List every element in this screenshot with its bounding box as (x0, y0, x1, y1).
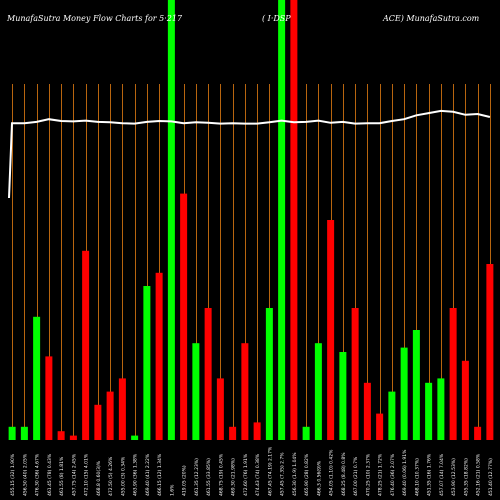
x-tick-label: 468.75 (19) 0.45% (218, 453, 224, 496)
money-flow-bar-8 (94, 404, 102, 440)
money-flow-bar-39 (474, 426, 482, 440)
money-flow-bar-38 (461, 360, 469, 440)
money-flow-bar-17 (204, 308, 212, 440)
x-tick-label: 476.40 (36) 2.07% (390, 453, 396, 496)
x-tick-label: 457.45 (7.35) 2.7% (280, 452, 286, 496)
x-tick-label: 469.40 (0.06) 1.91% (402, 449, 408, 496)
x-tick-label: 451.40 (12.77%) (488, 458, 494, 496)
x-tick-label: 465.90 (28) 0.82% (304, 453, 310, 496)
money-flow-bar-7 (82, 250, 90, 440)
money-flow-bar-24 (290, 0, 298, 440)
x-tick-label: 461.55 (8) 1.81% (59, 456, 65, 496)
x-tick-label: 455.00 (3) 0.34% (120, 456, 126, 496)
money-flow-bar-19 (229, 426, 237, 440)
x-tick-label: 466.3 0.56(9)% (316, 460, 322, 496)
money-flow-bar-16 (192, 343, 200, 440)
x-tick-label: 470.25 (10) 2.37% (365, 453, 371, 496)
money-flow-bar-11 (131, 435, 139, 440)
money-flow-bar-1 (8, 426, 16, 440)
x-tick-label: 472.10 (15) 4.01% (84, 453, 90, 496)
x-tick-label: 478.25 (21) 1.72% (378, 453, 384, 496)
money-flow-bar-21 (253, 422, 261, 440)
money-flow-bar-20 (241, 343, 249, 440)
money-flow-bar-6 (69, 435, 77, 440)
money-flow-bar-10 (118, 378, 126, 440)
x-axis-labels: 455.15 (32) 1.90% 456.50 (40) 2.05% 476.30… (10, 446, 494, 496)
money-flow-bar-31 (376, 413, 384, 440)
x-tick-label: 466.15 (12) 1.34% (157, 453, 163, 496)
x-tick-label: 461.35 (12.23%) (194, 458, 200, 496)
x-tick-label: 469.30 (21.98%) (231, 458, 237, 496)
x-tick-label: 463.90 (36) 1.38% (133, 453, 139, 496)
x-tick-label: 419.05 (20%) (182, 465, 188, 496)
x-tick-label: 472.60 (76) 1.91% (243, 453, 249, 496)
x-tick-label: 457.75 (14) 2.45% (71, 453, 77, 496)
chart-title-left: MunafaSutra Money Flow Charts for 5·217 (7, 14, 183, 23)
money-flow-bar-15 (180, 193, 188, 440)
money-flow-bar-34 (412, 330, 420, 440)
money-flow-bar-36 (437, 378, 445, 440)
x-tick-label: 472.50 (5) 4.26% (108, 456, 114, 496)
x-tick-label: 467.00 (21) 0.7% (353, 456, 359, 496)
money-flow-bar-23 (278, 0, 286, 440)
money-flow-bar-14 (167, 0, 175, 440)
money-flow-bar-28 (339, 352, 347, 440)
chart-title-right: ACE) MunafaSutra.com (383, 14, 480, 23)
x-tick-label: 468.10 (10.37%) (414, 458, 420, 496)
money-flow-bar-9 (106, 391, 114, 440)
x-tick-label: 455.15 (32) 1.90% (10, 453, 16, 496)
bar-series (8, 0, 494, 440)
chart-title-middle: ( I·DSP (262, 14, 291, 23)
x-tick-label: 468.25 (8.48) 0.8% (341, 452, 347, 496)
x-tick-label: 456.30 (1.9) 1.04% (292, 452, 298, 496)
x-tick-label: 469.40 (41) 2.22% (145, 453, 151, 496)
money-flow-bar-35 (425, 382, 433, 440)
money-flow-bar-26 (314, 343, 322, 440)
money-flow-line (8, 109, 491, 199)
money-flow-bar-12 (143, 286, 151, 440)
money-flow-bar-25 (302, 426, 310, 440)
money-flow-bar-37 (449, 308, 457, 440)
x-tick-label: 461.55 (33.85%) (206, 458, 212, 496)
money-flow-bar-18 (216, 378, 224, 440)
money-flow-bar-5 (57, 431, 65, 440)
x-tick-label: 457.07 (14) 7.04% (439, 453, 445, 496)
x-tick-label: 451.35 (16) 1.76% (427, 453, 433, 496)
x-tick-label: 1.6% (169, 484, 175, 496)
x-tick-label: 452.16 (21) 0.58% (476, 453, 482, 496)
x-tick-label: 453.90 (12.53%) (451, 458, 457, 496)
money-flow-bar-30 (363, 382, 371, 440)
money-flow-bar-33 (400, 347, 408, 440)
x-tick-label: 474.43 (74) 0.38% (255, 453, 261, 496)
money-flow-bar-2 (20, 426, 28, 440)
money-flow-bar-29 (351, 308, 359, 440)
x-tick-label: 467.45 (74.19) 2.17% (267, 446, 273, 496)
money-flow-bar-13 (155, 272, 163, 440)
money-flow-bar-22 (265, 308, 273, 440)
money-flow-bar-40 (486, 264, 494, 440)
x-tick-label: 455.35 (18.82%) (463, 458, 469, 496)
x-tick-label: 454.05 (1.10) 0.42% (329, 449, 335, 496)
money-flow-bar-4 (45, 356, 53, 440)
money-flow-bar-3 (33, 316, 41, 440)
money-flow-bar-32 (388, 391, 396, 440)
x-tick-label: 476.30 (36) 4.67% (35, 453, 41, 496)
money-flow-bar-27 (327, 220, 335, 440)
x-tick-label: 461.45 (78) 0.43% (47, 453, 53, 496)
x-tick-label: 456.50 (40) 2.05% (22, 453, 28, 496)
x-tick-label: 468.8 0.60(3)% (96, 460, 102, 496)
